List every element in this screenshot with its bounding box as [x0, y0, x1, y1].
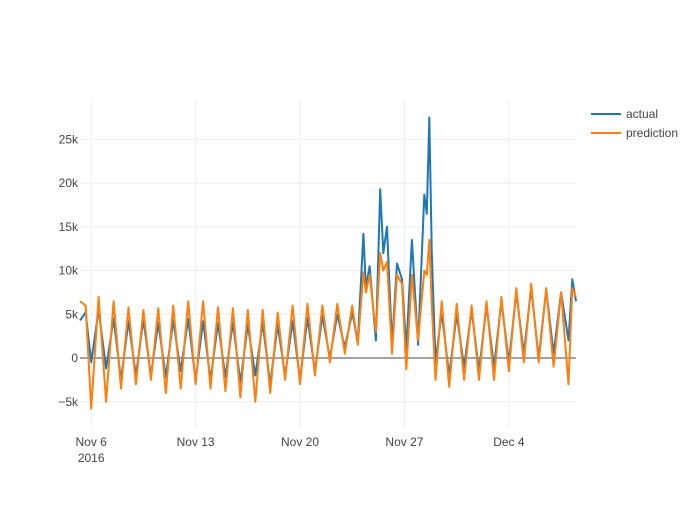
legend-label: actual: [626, 107, 658, 121]
legend[interactable]: actual prediction: [591, 107, 678, 140]
y-tick-label: −5k: [58, 395, 79, 409]
x-tick-label: Nov 6: [76, 435, 108, 449]
x-axis: Nov 6 2016 Nov 13 Nov 20 Nov 27 Dec 4: [76, 435, 525, 465]
y-tick-label: 15k: [59, 220, 79, 234]
legend-label: prediction: [626, 126, 678, 140]
x-tick-label: Nov 20: [281, 435, 319, 449]
series-line-prediction: [79, 238, 577, 410]
y-tick-label: 20k: [59, 176, 79, 190]
y-tick-label: 5k: [65, 307, 79, 321]
legend-item-actual[interactable]: actual: [591, 107, 658, 121]
y-axis: −5k 0 5k 10k 15k 20k 25k: [58, 132, 79, 408]
x-tick-sublabel: 2016: [78, 451, 105, 465]
x-tick-label: Nov 13: [177, 435, 215, 449]
y-tick-label: 25k: [59, 132, 79, 146]
x-tick-label: Nov 27: [385, 435, 423, 449]
x-tick-label: Dec 4: [493, 435, 525, 449]
y-tick-label: 10k: [59, 264, 79, 278]
legend-item-prediction[interactable]: prediction: [591, 126, 678, 140]
series-lines: [79, 116, 577, 410]
gridlines: [80, 100, 576, 428]
y-tick-label: 0: [71, 351, 78, 365]
